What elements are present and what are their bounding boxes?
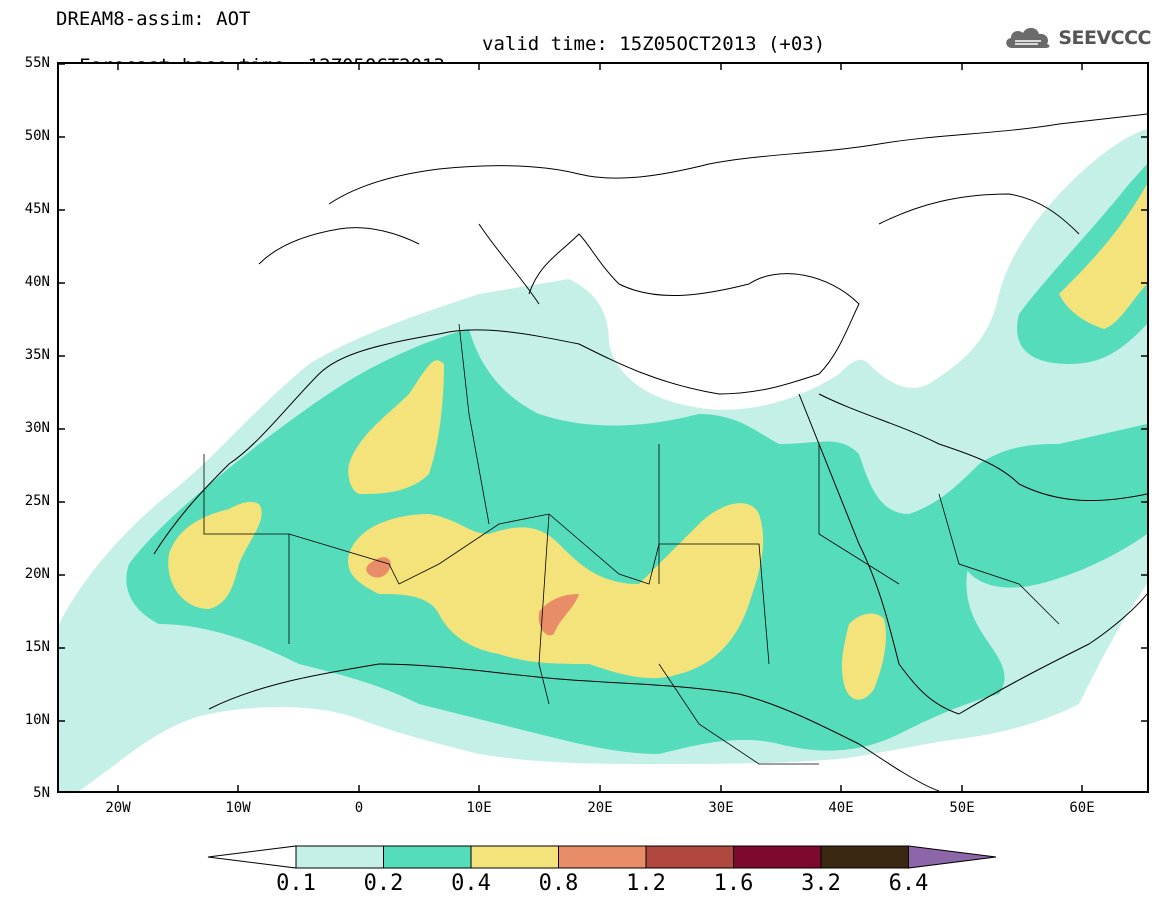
colorbar-label: 0.8	[538, 871, 579, 896]
colorbar-label: 0.2	[363, 871, 404, 896]
lon-label: 0	[354, 800, 364, 816]
aot-band-0.4-yemen	[841, 613, 886, 700]
lat-label: 20N	[24, 566, 50, 582]
lat-label: 45N	[24, 201, 50, 217]
aot-band-0.4-west	[168, 501, 262, 609]
aot-shading	[59, 129, 1147, 791]
cloud-icon	[1006, 27, 1050, 48]
aot-band-0.4-atlas	[348, 360, 444, 494]
seevccc-logo: SEEVCCC	[1002, 22, 1151, 54]
lat-label: 10N	[24, 712, 50, 728]
colorbar-segment	[645, 845, 734, 869]
aot-band-0.4-sahara	[348, 503, 764, 679]
colorbar-segment	[295, 845, 384, 869]
aot-map	[59, 64, 1147, 791]
colorbar-segment	[558, 845, 647, 869]
colorbar-label: 1.6	[713, 871, 754, 896]
lat-label: 50N	[24, 128, 50, 144]
colorbar-segment	[733, 845, 822, 869]
lon-label: 30E	[708, 800, 734, 816]
valid-time: valid time: 15Z05OCT2013 (+03)	[482, 33, 826, 55]
colorbar-label: 6.4	[888, 871, 929, 896]
lon-label: 60E	[1069, 800, 1095, 816]
colorbar-label: 0.4	[451, 871, 491, 896]
lon-label: 10E	[466, 800, 492, 816]
aot-band-0.2-gulf	[959, 514, 1147, 588]
lon-label: 40E	[828, 800, 854, 816]
map-plot	[57, 62, 1149, 793]
coastlines	[153, 113, 1147, 791]
lat-label: 30N	[24, 420, 50, 436]
aot-band-0.8-b	[538, 594, 579, 636]
lon-label: 10W	[225, 800, 251, 816]
lat-label: 35N	[24, 347, 50, 363]
colorbar-segment	[820, 845, 909, 869]
colorbar-segment	[383, 845, 472, 869]
lat-label: 15N	[24, 639, 50, 655]
country-borders	[203, 323, 1060, 765]
axis-ticks	[59, 64, 1147, 791]
lat-label: 40N	[24, 274, 50, 290]
colorbar-segment-above	[908, 845, 997, 869]
aot-band-0.8-a	[366, 557, 391, 578]
lat-label: 25N	[24, 493, 50, 509]
colorbar	[207, 845, 997, 869]
colorbar-segment	[470, 845, 559, 869]
lon-label: 50E	[949, 800, 975, 816]
aot-band-0.4-caspian	[1059, 184, 1147, 329]
logo-text: SEEVCCC	[1058, 27, 1151, 49]
colorbar-label: 3.2	[801, 871, 841, 896]
lon-label: 20W	[105, 800, 131, 816]
map-title: DREAM8-assim: AOT	[56, 8, 251, 30]
colorbar-segment-below	[207, 845, 297, 869]
lat-label: 55N	[24, 55, 50, 71]
lat-label: 5N	[33, 785, 50, 801]
colorbar-label: 0.1	[276, 871, 316, 896]
lon-label: 20E	[587, 800, 613, 816]
colorbar-label: 1.2	[626, 871, 666, 896]
